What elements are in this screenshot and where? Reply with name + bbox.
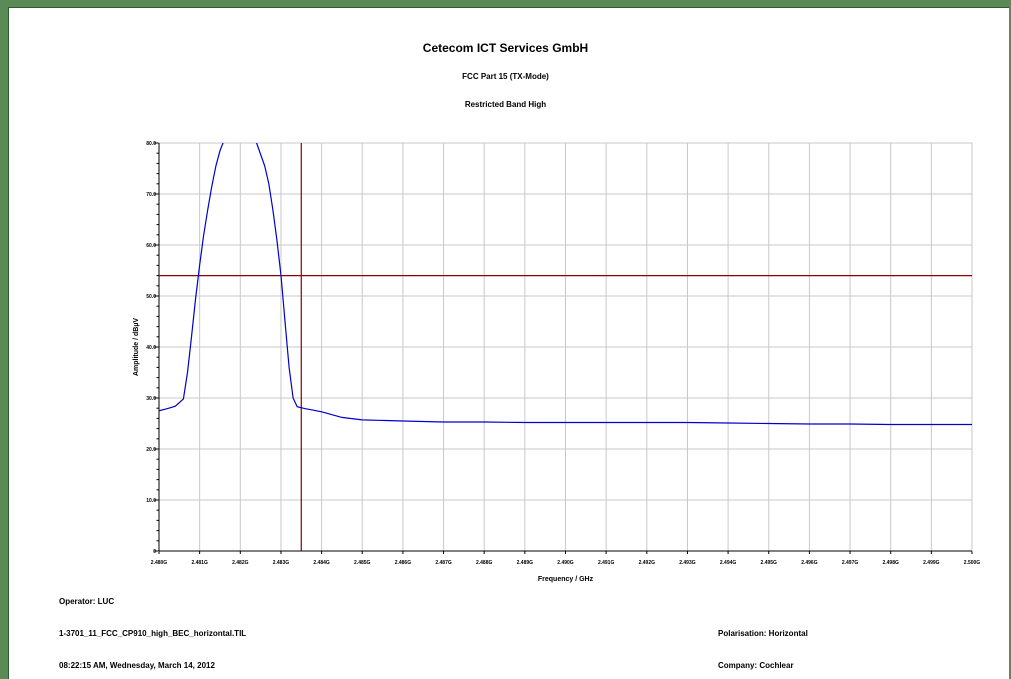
y-tick-label: 80.0: [146, 141, 156, 147]
x-tick-label: 2.490G: [557, 560, 574, 566]
x-axis-label: Frequency / GHz: [538, 576, 594, 583]
timestamp-text: 08:22:15 AM, Wednesday, March 14, 2012: [59, 661, 215, 670]
y-tick-label: 70.0: [146, 192, 156, 198]
y-tick-label: 0: [153, 549, 156, 555]
x-tick-label: 2.497G: [842, 560, 859, 566]
amplitude-trace-series: [159, 143, 972, 426]
x-tick-label: 2.482G: [232, 560, 249, 566]
y-tick-label: 50.0: [146, 294, 156, 300]
y-tick-label: 60.0: [146, 243, 156, 249]
x-tick-label: 2.485G: [354, 560, 371, 566]
grid-layer: [159, 142, 973, 551]
x-tick-label: 2.486G: [395, 560, 412, 566]
x-tick-label: 2.480G: [151, 560, 168, 566]
x-tick-label: 2.493G: [679, 560, 696, 566]
x-tick-label: 2.494G: [720, 560, 737, 566]
x-tick-label: 2.495G: [761, 560, 778, 566]
axis-layer: [154, 142, 973, 554]
filename-text: 1-3701_11_FCC_CP910_high_BEC_horizontal.…: [59, 629, 247, 638]
x-tick-label: 2.489G: [517, 560, 534, 566]
y-tick-label: 20.0: [146, 447, 156, 453]
report-subtitle: FCC Part 15 (TX-Mode): [462, 72, 549, 81]
x-tick-label: 2.499G: [923, 560, 940, 566]
report-frame-inner: [8, 7, 1009, 679]
x-tick-label: 2.498G: [882, 560, 899, 566]
x-tick-label: 2.500G: [964, 560, 981, 566]
report-title: Cetecom ICT Services GmbH: [422, 41, 589, 55]
x-tick-label: 2.484G: [313, 560, 330, 566]
y-tick-label: 10.0: [146, 498, 156, 504]
y-tick-label: 30.0: [146, 396, 156, 402]
x-tick-label: 2.483G: [273, 560, 290, 566]
y-axis-label: Amplitude / dBµV: [133, 318, 140, 376]
y-tick-label: 40.0: [146, 345, 156, 351]
company-text: Company: Cochlear: [718, 661, 794, 670]
x-tick-label: 2.491G: [598, 560, 615, 566]
x-tick-label: 2.488G: [476, 560, 493, 566]
polarisation-text: Polarisation: Horizontal: [718, 629, 808, 638]
x-tick-label: 2.487G: [435, 560, 452, 566]
tick-label-layer: 2.480G 2.481G 2.482G 2.483G 2.484G 2.485G 2.48…: [146, 141, 980, 566]
x-tick-label: 2.496G: [801, 560, 818, 566]
x-tick-label: 2.481G: [191, 560, 208, 566]
report-subtitle-band: Restricted Band High: [464, 100, 547, 109]
operator-text: Operator: LUC: [59, 597, 115, 606]
x-tick-label: 2.492G: [639, 560, 656, 566]
